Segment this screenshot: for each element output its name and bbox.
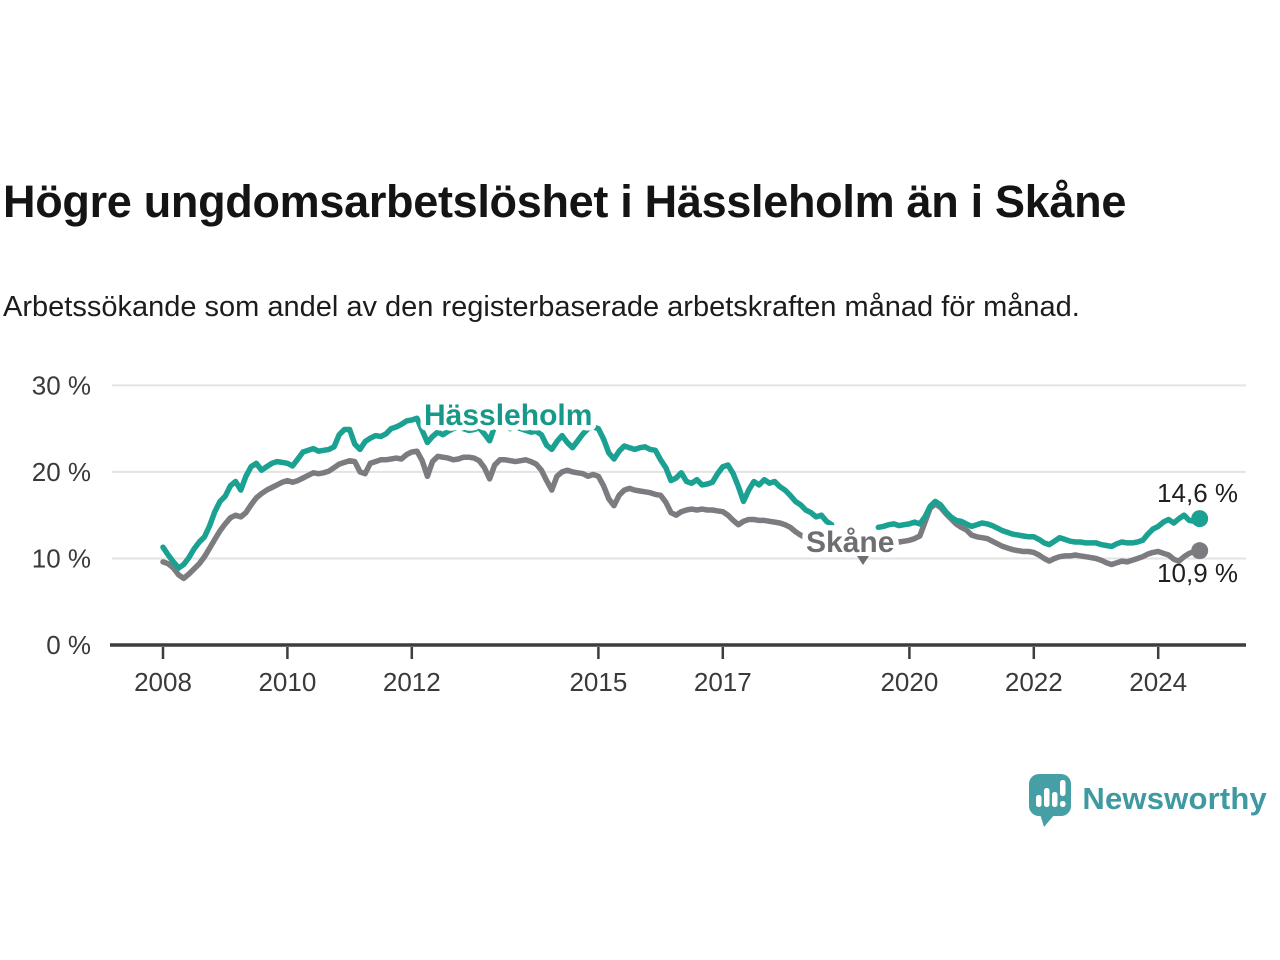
x-tick-label: 2012 <box>383 667 441 697</box>
y-tick-label: 10 % <box>32 543 91 573</box>
x-tick-label: 2008 <box>134 667 192 697</box>
x-tick-label: 2022 <box>1005 667 1063 697</box>
series-label-0: Hässleholm <box>424 399 592 432</box>
series-end-value-label: 10,9 % <box>1157 558 1238 588</box>
x-tick-label: 2010 <box>258 667 316 697</box>
series-end-dot-1 <box>1191 542 1209 560</box>
y-tick-label: 30 % <box>32 370 91 400</box>
y-tick-label: 20 % <box>32 457 91 487</box>
series-line-0 <box>160 415 1203 571</box>
y-tick-label: 0 % <box>46 630 91 660</box>
x-tick-label: 2015 <box>569 667 627 697</box>
branding-footer: Newsworthy <box>1028 771 1267 827</box>
page-title: Högre ungdomsarbetslöshet i Hässleholm ä… <box>3 176 1127 228</box>
series-end-value-label: 14,6 % <box>1157 478 1238 508</box>
newsworthy-logo-text: Newsworthy <box>1082 781 1267 816</box>
series-label-1: Skåne <box>806 526 894 559</box>
x-tick-label: 2020 <box>880 667 938 697</box>
x-tick-label: 2024 <box>1129 667 1187 697</box>
series-end-dot-0 <box>1191 510 1209 528</box>
series-label-caret <box>857 556 869 565</box>
x-tick-label: 2017 <box>694 667 752 697</box>
newsworthy-logo-icon <box>1029 774 1072 827</box>
page-subtitle: Arbetssökande som andel av den registerb… <box>3 291 1080 323</box>
